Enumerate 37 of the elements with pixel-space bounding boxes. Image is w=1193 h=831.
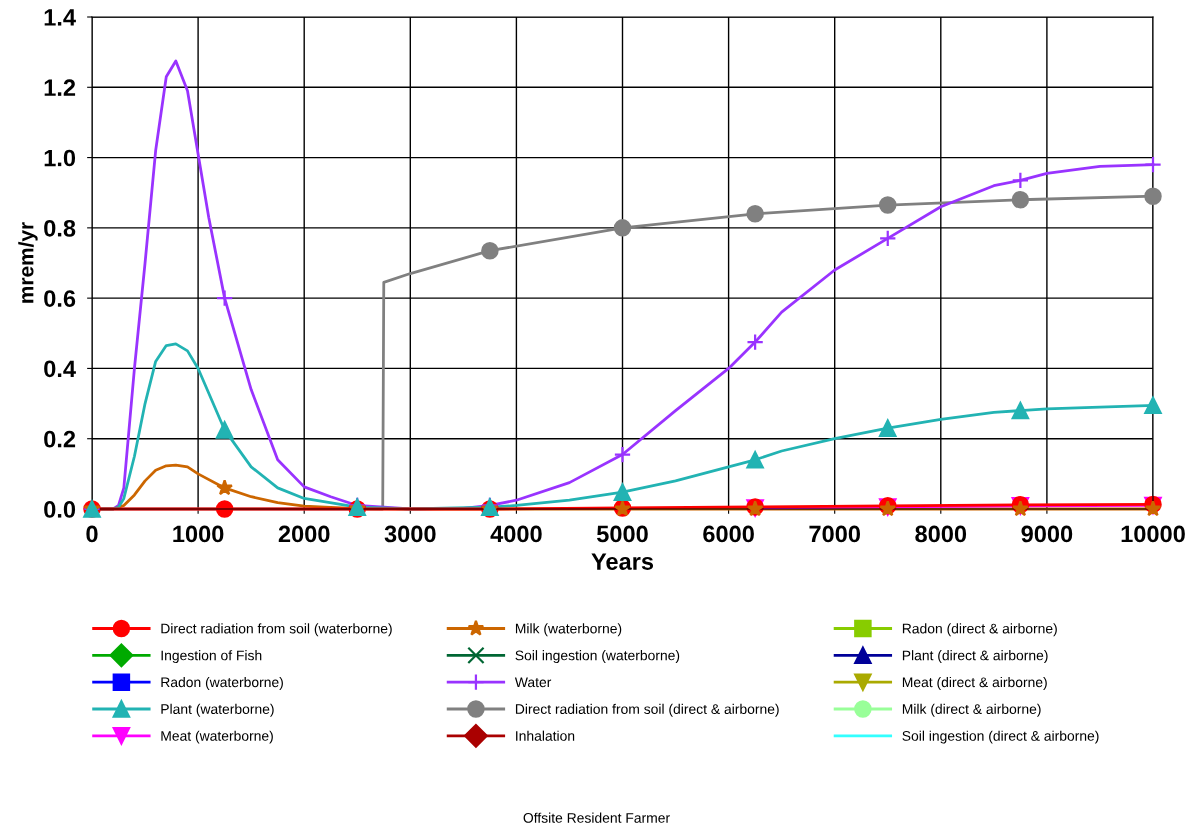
y-tick-label: 0.0 (44, 501, 76, 518)
legend-label: Water (514, 677, 552, 688)
y-tick-label: 0.6 (44, 290, 76, 307)
y-tick-label: 0.4 (44, 360, 76, 378)
legend-label: Plant (waterborne) (161, 703, 274, 717)
legend-label: Inhalation (516, 730, 575, 741)
legend-label: Radon (direct & airborne) (902, 623, 1057, 637)
y-tick-label: 1.0 (44, 149, 76, 167)
legend-label: Milk (direct & airborne) (902, 703, 1041, 717)
y-tick-label: 1.2 (44, 79, 76, 96)
x-tick-label: 6000 (703, 525, 754, 543)
x-tick-label: 1000 (173, 525, 224, 543)
y-tick-label: 1.4 (44, 9, 76, 26)
x-axis-title: Years (591, 553, 654, 570)
y-tick-label: 0.8 (44, 219, 76, 237)
x-tick-label: 3000 (384, 525, 436, 543)
x-tick-label: 5000 (596, 525, 648, 543)
legend-label: Milk (waterborne) (515, 623, 622, 637)
legend-label: Direct radiation from soil (waterborne) (161, 623, 392, 637)
legend-label: Ingestion of Fish (161, 650, 262, 664)
x-tick-label: 9000 (1021, 525, 1073, 543)
x-tick-label: 0 (86, 525, 98, 543)
legend-label: Meat (waterborne) (161, 730, 273, 744)
y-tick-label: 0.2 (44, 430, 76, 448)
x-tick-label: 4000 (490, 525, 542, 543)
legend-label: Soil ingestion (direct & airborne) (902, 730, 1099, 744)
y-axis-title: mrem/yr (18, 222, 38, 303)
x-tick-label: 8000 (915, 525, 967, 543)
x-tick-label: 2000 (278, 525, 330, 543)
legend-label: Soil ingestion (waterborne) (515, 650, 680, 664)
x-tick-label: 10000 (1121, 525, 1185, 543)
text: Offsite Resident Farmer (523, 812, 670, 823)
x-tick-label: 7000 (809, 525, 860, 543)
legend-label: Meat (direct & airborne) (902, 676, 1047, 690)
legend-label: Plant (direct & airborne) (902, 650, 1048, 664)
legend-label: Direct radiation from soil (direct & airborne) (515, 703, 779, 717)
legend-label: Radon (waterborne) (161, 676, 283, 690)
